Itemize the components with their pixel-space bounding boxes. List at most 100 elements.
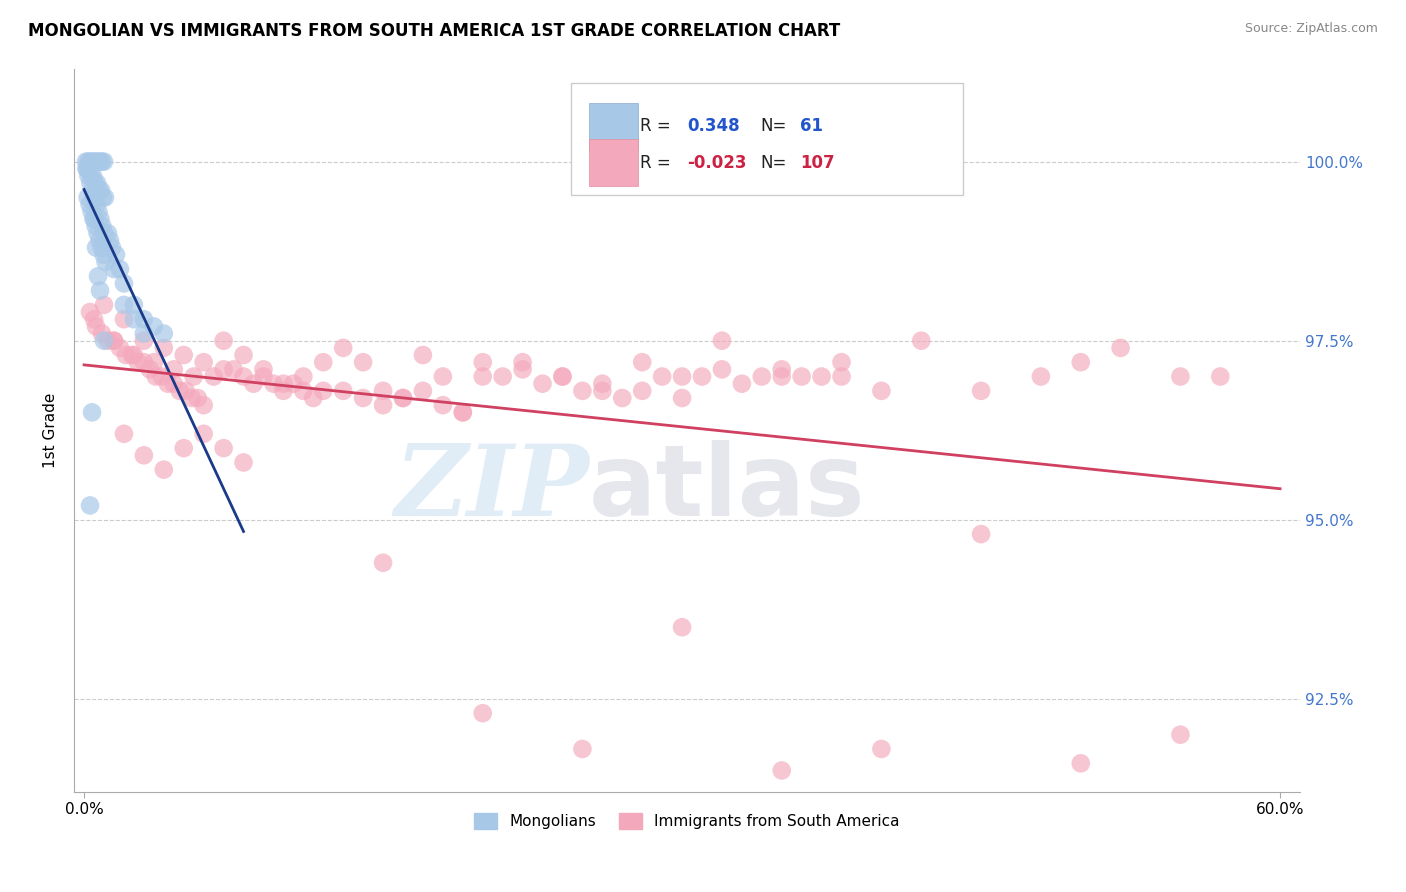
Point <box>252 362 274 376</box>
Point <box>262 376 284 391</box>
Point <box>93 334 115 348</box>
Point <box>132 312 155 326</box>
Point <box>163 362 186 376</box>
Point <box>512 362 534 376</box>
Point <box>770 362 793 376</box>
Point <box>152 462 174 476</box>
Point <box>451 405 474 419</box>
Point <box>132 448 155 462</box>
Point <box>212 362 235 376</box>
Point <box>173 441 195 455</box>
Point <box>671 620 693 634</box>
Text: N=: N= <box>761 153 787 171</box>
Point <box>292 369 315 384</box>
Point <box>193 426 215 441</box>
Point <box>212 441 235 455</box>
Point <box>101 241 124 255</box>
Point <box>1029 369 1052 384</box>
Text: atlas: atlas <box>589 440 866 537</box>
Legend: Mongolians, Immigrants from South America: Mongolians, Immigrants from South Americ… <box>468 806 905 835</box>
Point <box>432 398 454 412</box>
Point <box>591 384 613 398</box>
Point <box>86 197 108 211</box>
Text: R =: R = <box>641 153 671 171</box>
Point <box>283 376 305 391</box>
Point <box>710 334 733 348</box>
Point <box>79 176 101 190</box>
Point <box>103 334 125 348</box>
Point <box>690 369 713 384</box>
Point <box>84 176 107 190</box>
Point <box>292 384 315 398</box>
Point <box>112 277 135 291</box>
Point <box>93 298 115 312</box>
Point <box>531 376 554 391</box>
Point <box>222 362 245 376</box>
Point <box>89 234 111 248</box>
Point <box>150 369 173 384</box>
Point <box>83 154 105 169</box>
Point <box>631 384 654 398</box>
Point <box>87 154 110 169</box>
Point <box>412 384 434 398</box>
Point <box>392 391 415 405</box>
Point <box>122 312 145 326</box>
Point <box>122 298 145 312</box>
Point <box>352 355 374 369</box>
Point <box>187 391 209 405</box>
Point <box>651 369 673 384</box>
Point <box>112 298 135 312</box>
Point <box>870 742 893 756</box>
Point <box>173 348 195 362</box>
Point <box>571 742 593 756</box>
Point <box>115 348 138 362</box>
Point <box>121 348 143 362</box>
Point <box>93 248 115 262</box>
Point <box>83 211 105 226</box>
Point <box>76 190 98 204</box>
Point <box>591 376 613 391</box>
Text: Source: ZipAtlas.com: Source: ZipAtlas.com <box>1244 22 1378 36</box>
Point <box>89 284 111 298</box>
Point <box>232 369 254 384</box>
Point <box>731 376 754 391</box>
Point <box>193 398 215 412</box>
Text: 61: 61 <box>800 118 823 136</box>
Point <box>75 154 97 169</box>
Point <box>108 262 131 277</box>
Text: 0.348: 0.348 <box>688 118 740 136</box>
Point <box>163 376 186 391</box>
Point <box>97 334 120 348</box>
FancyBboxPatch shape <box>571 83 963 195</box>
Point <box>1170 369 1192 384</box>
Point <box>139 362 162 376</box>
Point <box>91 219 114 233</box>
Point <box>103 262 125 277</box>
Point <box>79 305 101 319</box>
Point <box>412 348 434 362</box>
Point <box>970 384 993 398</box>
Point <box>112 426 135 441</box>
Point <box>232 455 254 469</box>
Y-axis label: 1st Grade: 1st Grade <box>44 392 58 468</box>
Point <box>810 369 832 384</box>
Point <box>471 355 494 369</box>
Point <box>551 369 574 384</box>
Point <box>112 312 135 326</box>
Point <box>90 183 112 197</box>
FancyBboxPatch shape <box>589 138 638 186</box>
Point <box>671 391 693 405</box>
Point <box>79 197 101 211</box>
Point <box>174 384 197 398</box>
Point <box>84 319 107 334</box>
Point <box>631 355 654 369</box>
Point <box>471 706 494 721</box>
Point <box>710 362 733 376</box>
Text: N=: N= <box>761 118 787 136</box>
Point <box>671 369 693 384</box>
Point <box>332 384 354 398</box>
Point <box>94 190 117 204</box>
Point <box>1070 355 1092 369</box>
Point <box>89 154 111 169</box>
Point <box>83 211 105 226</box>
